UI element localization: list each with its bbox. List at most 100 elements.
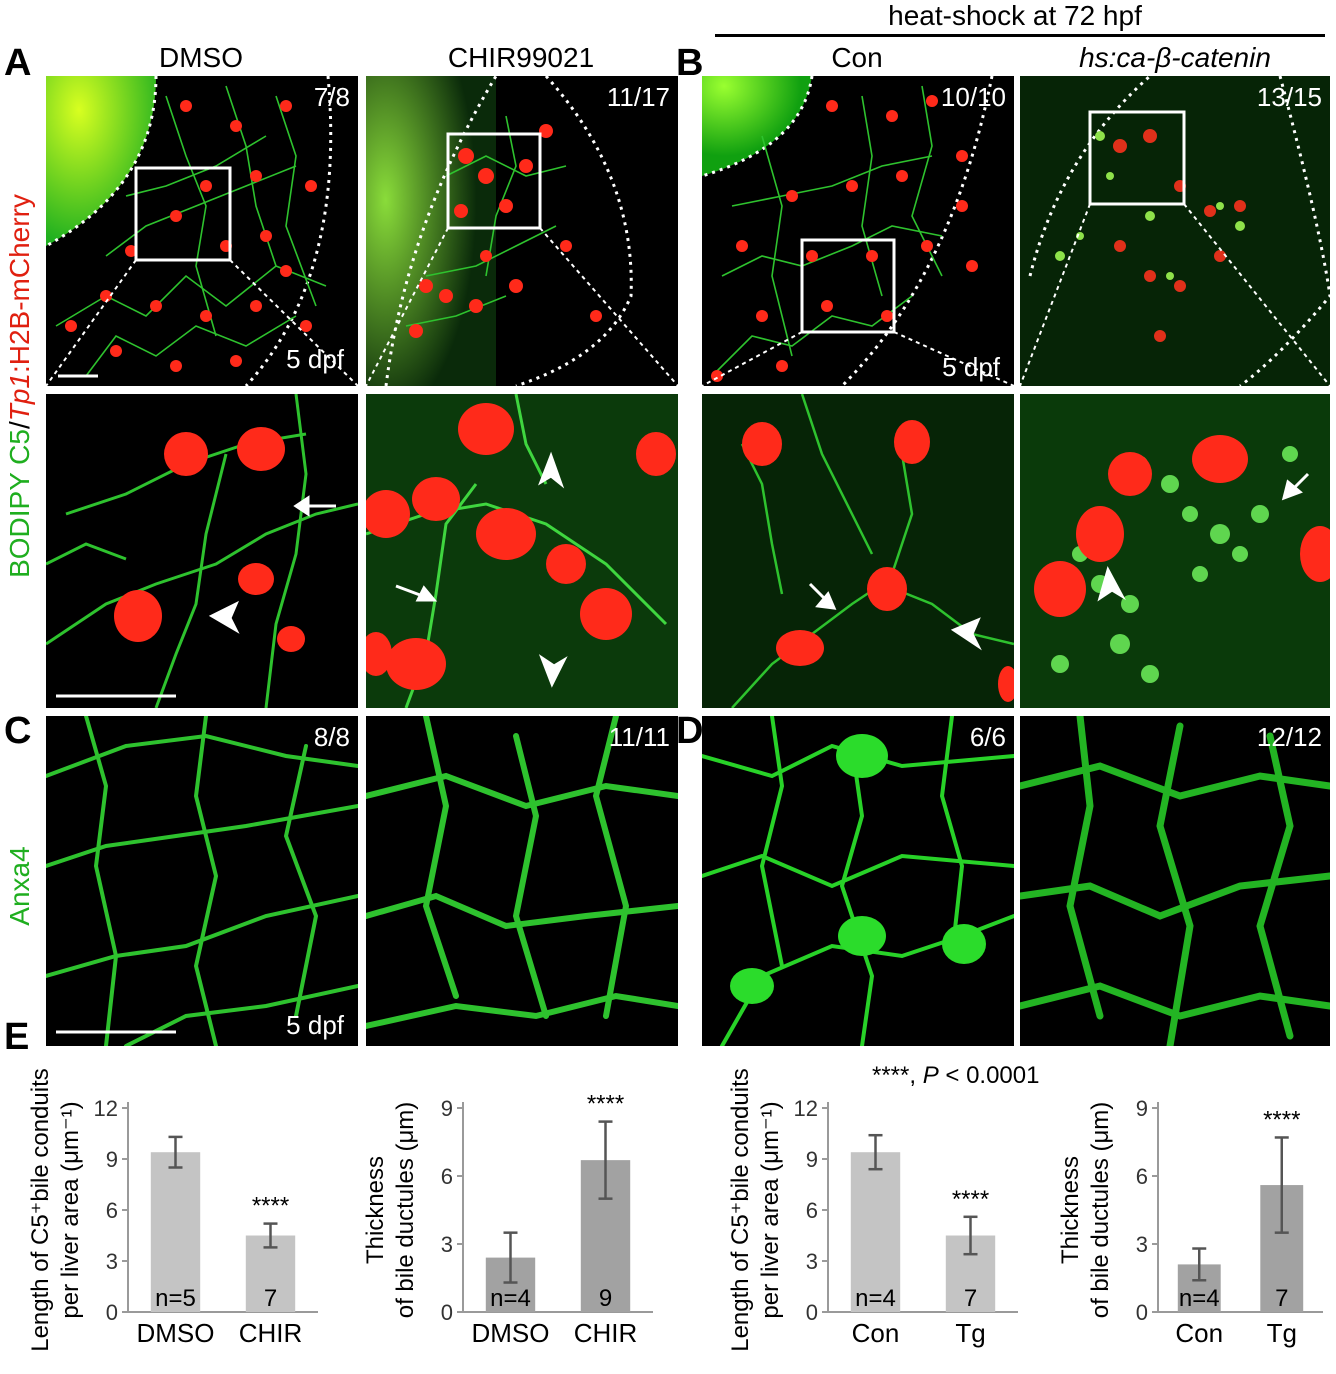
fraction-d-con: 6/6 [969,722,1006,752]
y-axis-label-line1-0: Length of C5⁺bile conduits [27,1068,54,1352]
image-a-chir-zoom [366,394,678,708]
y-tick-label-3-3: 9 [1136,1096,1148,1121]
chart-svg-2: Length of C5⁺bile conduits per liver area… [727,1068,1018,1352]
y-tick-label-2-0: 0 [806,1300,818,1325]
y-tick-label-2-2: 6 [806,1198,818,1223]
y-tick-label-3-1: 3 [1136,1232,1148,1257]
h2b-label: :H2B-mCherry [4,194,35,374]
n-label-2-0: n=4 [855,1285,896,1312]
n-label-3-0: n=4 [1179,1285,1220,1312]
stage-label-c: 5 dpf [286,1010,344,1040]
fraction-b-con: 10/10 [940,82,1006,112]
category-label-2-0: Con [852,1318,900,1348]
y-axis-label-line2-2: per liver area (μm⁻¹) [757,1101,784,1318]
y-tick-label-1-2: 6 [441,1164,453,1189]
n-label-1-0: n=4 [490,1285,531,1312]
fraction-c-chir: 11/11 [608,722,670,752]
heat-shock-title: heat-shock at 72 hpf [888,0,1142,31]
image-d-hs-anxa4: 12/12 [1020,716,1330,1046]
column-title-con: Con [831,42,883,73]
n-label-2-1: 7 [964,1285,977,1312]
column-title-hs: hs:ca-β-catenin [1079,42,1271,73]
heat-shock-line [715,34,1325,37]
y-tick-label-0-3: 9 [106,1147,118,1172]
y-tick-label-3-2: 6 [1136,1164,1148,1189]
tp1-label: Tp1 [4,373,35,422]
pvalue-note: ****, P < 0.0001 [872,1064,1039,1088]
category-label-2-1: Tg [955,1318,985,1348]
y-tick-label-2-1: 3 [806,1249,818,1274]
category-label-3-0: Con [1175,1318,1223,1348]
pvalue-stars: **** [872,1062,910,1089]
y-tick-label-1-0: 0 [441,1300,453,1325]
y-axis-label-line2-0: per liver area (μm⁻¹) [57,1101,84,1318]
y-tick-label-2-3: 9 [806,1147,818,1172]
n-label-0-1: 7 [264,1285,277,1312]
y-axis-label-line2-1: of bile ductules (μm) [392,1102,419,1319]
y-tick-label-0-2: 6 [106,1198,118,1223]
y-tick-label-3-0: 0 [1136,1300,1148,1325]
stage-label-a: 5 dpf [286,344,344,374]
image-a-chir-overview: 11/17 [366,76,678,386]
y-tick-label-0-4: 12 [94,1096,118,1121]
n-label-1-1: 9 [599,1285,612,1312]
n-label-0-0: n=5 [155,1285,196,1312]
significance-3-1: **** [1263,1106,1300,1133]
y-tick-label-0-1: 3 [106,1249,118,1274]
category-label-3-1: Tg [1267,1318,1297,1348]
y-axis-label-line1-3: Thickness [1057,1156,1084,1264]
image-b-hs-overview: 13/15 [1020,76,1330,386]
chart-svg-1: Thickness of bile ductules (μm) 0 3 6 9 n=4 DMS… [362,1091,653,1348]
pvalue-sep: , [909,1062,923,1089]
chart-svg-3: Thickness of bile ductules (μm) 0 3 6 9 n=4 Con… [1057,1096,1323,1348]
y-tick-label-0-0: 0 [106,1300,118,1325]
chart-e4: Thickness of bile ductules (μm) 0 3 6 9 n=4 Con… [1030,1060,1335,1374]
y-axis-label-line1-2: Length of C5⁺bile conduits [727,1068,754,1352]
fraction-a-dmso: 7/8 [313,82,350,112]
image-b-con-zoom [702,394,1014,708]
n-label-3-1: 7 [1275,1285,1288,1312]
category-label-1-1: CHIR [574,1318,638,1348]
panel-label-e: E [4,1016,30,1058]
image-d-con-anxa4: 6/6 [702,716,1014,1046]
image-b-hs-zoom [1020,394,1330,708]
panel-label-a: A [4,42,32,84]
chart-e2: Thickness of bile ductules (μm) 0 3 6 9 n=4 DMS… [335,1060,665,1374]
stage-label-b: 5 dpf [942,352,1000,382]
column-title-dmso: DMSO [159,42,243,73]
image-c-chir-anxa4: 11/11 [366,716,678,1046]
chart-e1: Length of C5⁺bile conduits per liver area… [0,1060,330,1374]
panel-label-b: B [676,42,704,84]
side-label-anxa4: Anxa4 [4,846,35,926]
category-label-0-0: DMSO [137,1318,215,1348]
bar-0-0 [150,1152,201,1312]
panel-label-d: D [676,710,704,752]
side-label-bodipy-tp1: BODIPY C5/Tp1:H2B-mCherry [4,176,35,596]
image-b-con-overview: 10/10 5 dpf [702,76,1014,386]
bar-2-0 [850,1152,901,1312]
bodipy-label: BODIPY C5 [4,429,35,578]
fraction-a-chir: 11/17 [606,82,670,112]
slash-label: / [4,421,35,430]
y-tick-label-2-4: 12 [794,1096,818,1121]
significance-0-1: **** [252,1193,289,1220]
category-label-0-1: CHIR [239,1318,303,1348]
significance-1-1: **** [587,1091,624,1118]
fraction-d-hs: 12/12 [1256,722,1322,752]
y-tick-label-1-1: 3 [441,1232,453,1257]
chart-e3: Length of C5⁺bile conduits per liver area… [700,1060,1030,1374]
image-a-dmso-zoom [46,394,358,708]
y-tick-label-1-3: 9 [441,1096,453,1121]
image-c-dmso-anxa4: 8/8 5 dpf [46,716,358,1046]
fraction-c-dmso: 8/8 [313,722,350,752]
fraction-b-hs: 13/15 [1256,82,1322,112]
pvalue-p: P [922,1062,939,1089]
y-axis-label-line1-1: Thickness [362,1156,389,1264]
image-a-dmso-overview: 7/8 5 dpf [46,76,358,386]
y-axis-label-line2-3: of bile ductules (μm) [1087,1102,1114,1319]
panel-label-c: C [4,710,32,752]
category-label-1-0: DMSO [472,1318,550,1348]
column-title-chir: CHIR99021 [447,42,595,73]
significance-2-1: **** [952,1186,989,1213]
pvalue-rest: < 0.0001 [938,1062,1040,1089]
